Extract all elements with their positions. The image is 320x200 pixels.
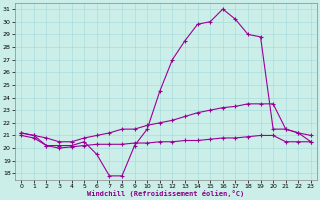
- X-axis label: Windchill (Refroidissement éolien,°C): Windchill (Refroidissement éolien,°C): [87, 190, 245, 197]
